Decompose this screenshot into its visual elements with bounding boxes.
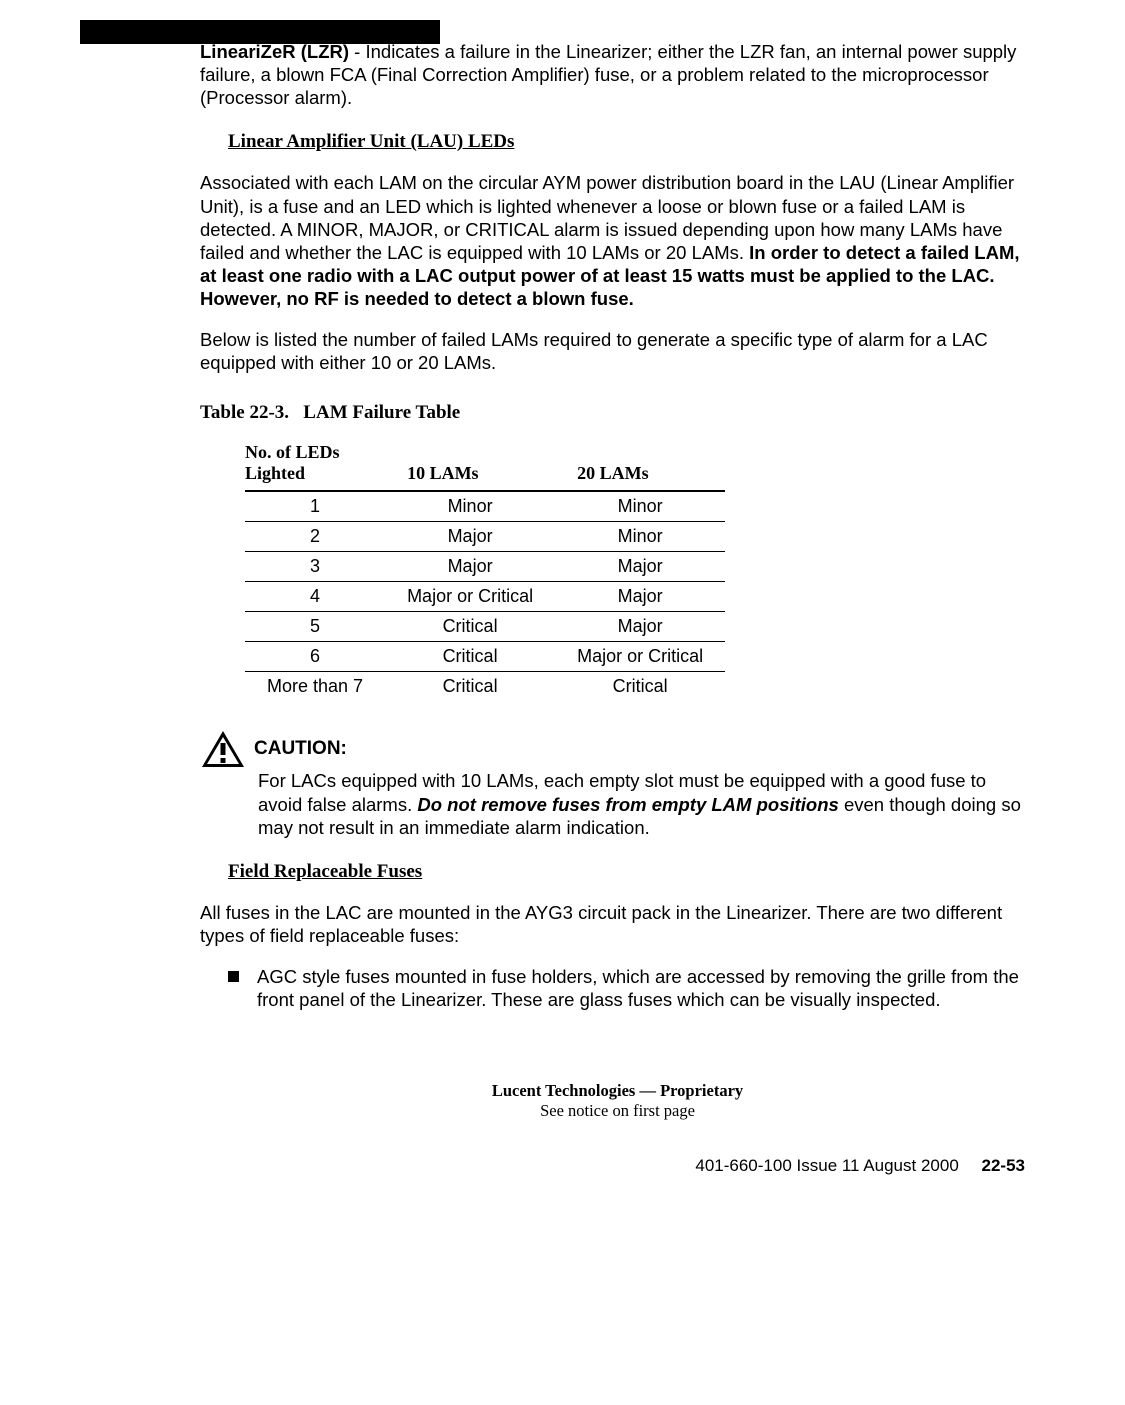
- table-row: 4 Major or Critical Major: [245, 582, 725, 612]
- page-number: 22-53: [982, 1156, 1025, 1175]
- table-cell: 5: [245, 612, 385, 642]
- table-cell: Critical: [555, 672, 725, 702]
- table-row: 5 Critical Major: [245, 612, 725, 642]
- table-cell: 4: [245, 582, 385, 612]
- footer-line2: See notice on first page: [200, 1101, 1035, 1121]
- footer: Lucent Technologies — Proprietary See no…: [200, 1081, 1035, 1121]
- fuses-heading: Field Replaceable Fuses: [228, 861, 1035, 883]
- table-cell: 6: [245, 642, 385, 672]
- table-row: More than 7 Critical Critical: [245, 672, 725, 702]
- table-cell: 3: [245, 552, 385, 582]
- table-cell: Major: [555, 552, 725, 582]
- th-col1-line1: No. of LEDs: [245, 442, 340, 462]
- table-cell: Critical: [385, 642, 555, 672]
- table-cell: Major: [555, 582, 725, 612]
- fuses-paragraph: All fuses in the LAC are mounted in the …: [200, 901, 1035, 947]
- table-cell: 2: [245, 522, 385, 552]
- lau-paragraph-1: Associated with each LAM on the circular…: [200, 171, 1035, 310]
- table-cell: Major or Critical: [555, 642, 725, 672]
- issue-text: 401-660-100 Issue 11 August 2000: [695, 1156, 958, 1175]
- page-number-line: 401-660-100 Issue 11 August 2000 22-53: [200, 1156, 1035, 1176]
- bullet-item: AGC style fuses mounted in fuse holders,…: [228, 965, 1035, 1011]
- table-cell: Major or Critical: [385, 582, 555, 612]
- lzr-paragraph: LineariZeR (LZR) - Indicates a failure i…: [200, 40, 1035, 109]
- table-caption-label: Table 22-3.: [200, 402, 289, 423]
- caution-text: For LACs equipped with 10 LAMs, each emp…: [258, 769, 1035, 838]
- table-cell: 1: [245, 491, 385, 522]
- caution-header: CAUTION:: [200, 729, 1035, 769]
- caution-block: CAUTION: For LACs equipped with 10 LAMs,…: [200, 729, 1035, 838]
- page-body: LineariZeR (LZR) - Indicates a failure i…: [0, 0, 1125, 1216]
- header-black-bar: [80, 20, 440, 44]
- table-head-col3: 20 LAMs: [555, 442, 725, 491]
- table-row: 1 Minor Minor: [245, 491, 725, 522]
- table-cell: More than 7: [245, 672, 385, 702]
- table-cell: Minor: [555, 491, 725, 522]
- table-cell: Major: [385, 522, 555, 552]
- caution-t2: Do not remove fuses from empty LAM posit…: [417, 794, 838, 815]
- bullet-square-icon: [228, 971, 239, 982]
- warning-icon: [200, 729, 246, 769]
- table-cell: Major: [555, 612, 725, 642]
- lau-paragraph-2: Below is listed the number of failed LAM…: [200, 328, 1035, 374]
- th-col1-line2: Lighted: [245, 463, 305, 483]
- table-head-col1: No. of LEDs Lighted: [245, 442, 385, 491]
- table-caption-title: LAM Failure Table: [303, 402, 460, 423]
- table-caption: Table 22-3. LAM Failure Table: [200, 402, 1035, 424]
- lau-heading: Linear Amplifier Unit (LAU) LEDs: [228, 131, 1035, 153]
- bullet-text: AGC style fuses mounted in fuse holders,…: [257, 965, 1035, 1011]
- table-head-col2: 10 LAMs: [385, 442, 555, 491]
- table-cell: Minor: [555, 522, 725, 552]
- table-row: 2 Major Minor: [245, 522, 725, 552]
- caution-label: CAUTION:: [254, 738, 347, 760]
- lam-failure-table: No. of LEDs Lighted 10 LAMs 20 LAMs 1 Mi…: [245, 442, 725, 701]
- lzr-label: LineariZeR (LZR): [200, 41, 349, 62]
- footer-line1: Lucent Technologies — Proprietary: [200, 1081, 1035, 1101]
- table-cell: Major: [385, 552, 555, 582]
- table-cell: Minor: [385, 491, 555, 522]
- table-cell: Critical: [385, 612, 555, 642]
- table-row: 6 Critical Major or Critical: [245, 642, 725, 672]
- table-row: 3 Major Major: [245, 552, 725, 582]
- table-cell: Critical: [385, 672, 555, 702]
